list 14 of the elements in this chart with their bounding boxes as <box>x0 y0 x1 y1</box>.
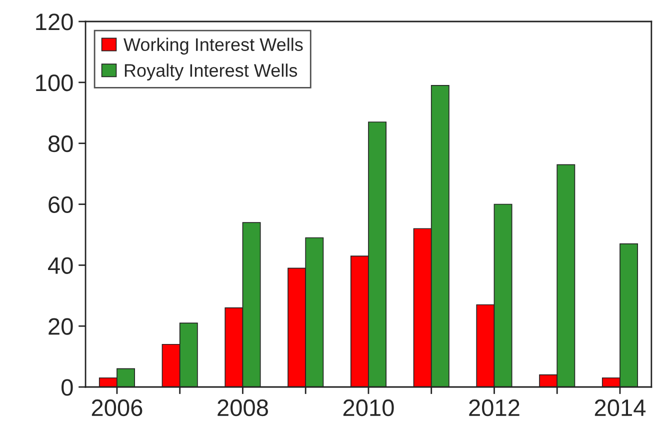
x-tick-label: 2006 <box>92 399 142 416</box>
y-tick-label: 0 <box>62 379 73 396</box>
y-tick-label: 60 <box>48 196 73 214</box>
legend-label: Working Interest Wells <box>124 38 303 55</box>
y-tick-label: 120 <box>36 14 73 30</box>
x-tick-label: 2010 <box>343 399 394 416</box>
y-tick-label: 100 <box>36 74 73 92</box>
legend-label: Royalty Interest Wells <box>124 64 298 80</box>
y-tick-label: 20 <box>48 318 73 335</box>
x-tick-label: 2012 <box>469 399 520 416</box>
x-tick-label: 2008 <box>218 399 268 416</box>
x-tick-label: 2014 <box>594 399 646 416</box>
y-tick-label: 40 <box>48 257 73 274</box>
y-tick-label: 80 <box>48 135 73 152</box>
